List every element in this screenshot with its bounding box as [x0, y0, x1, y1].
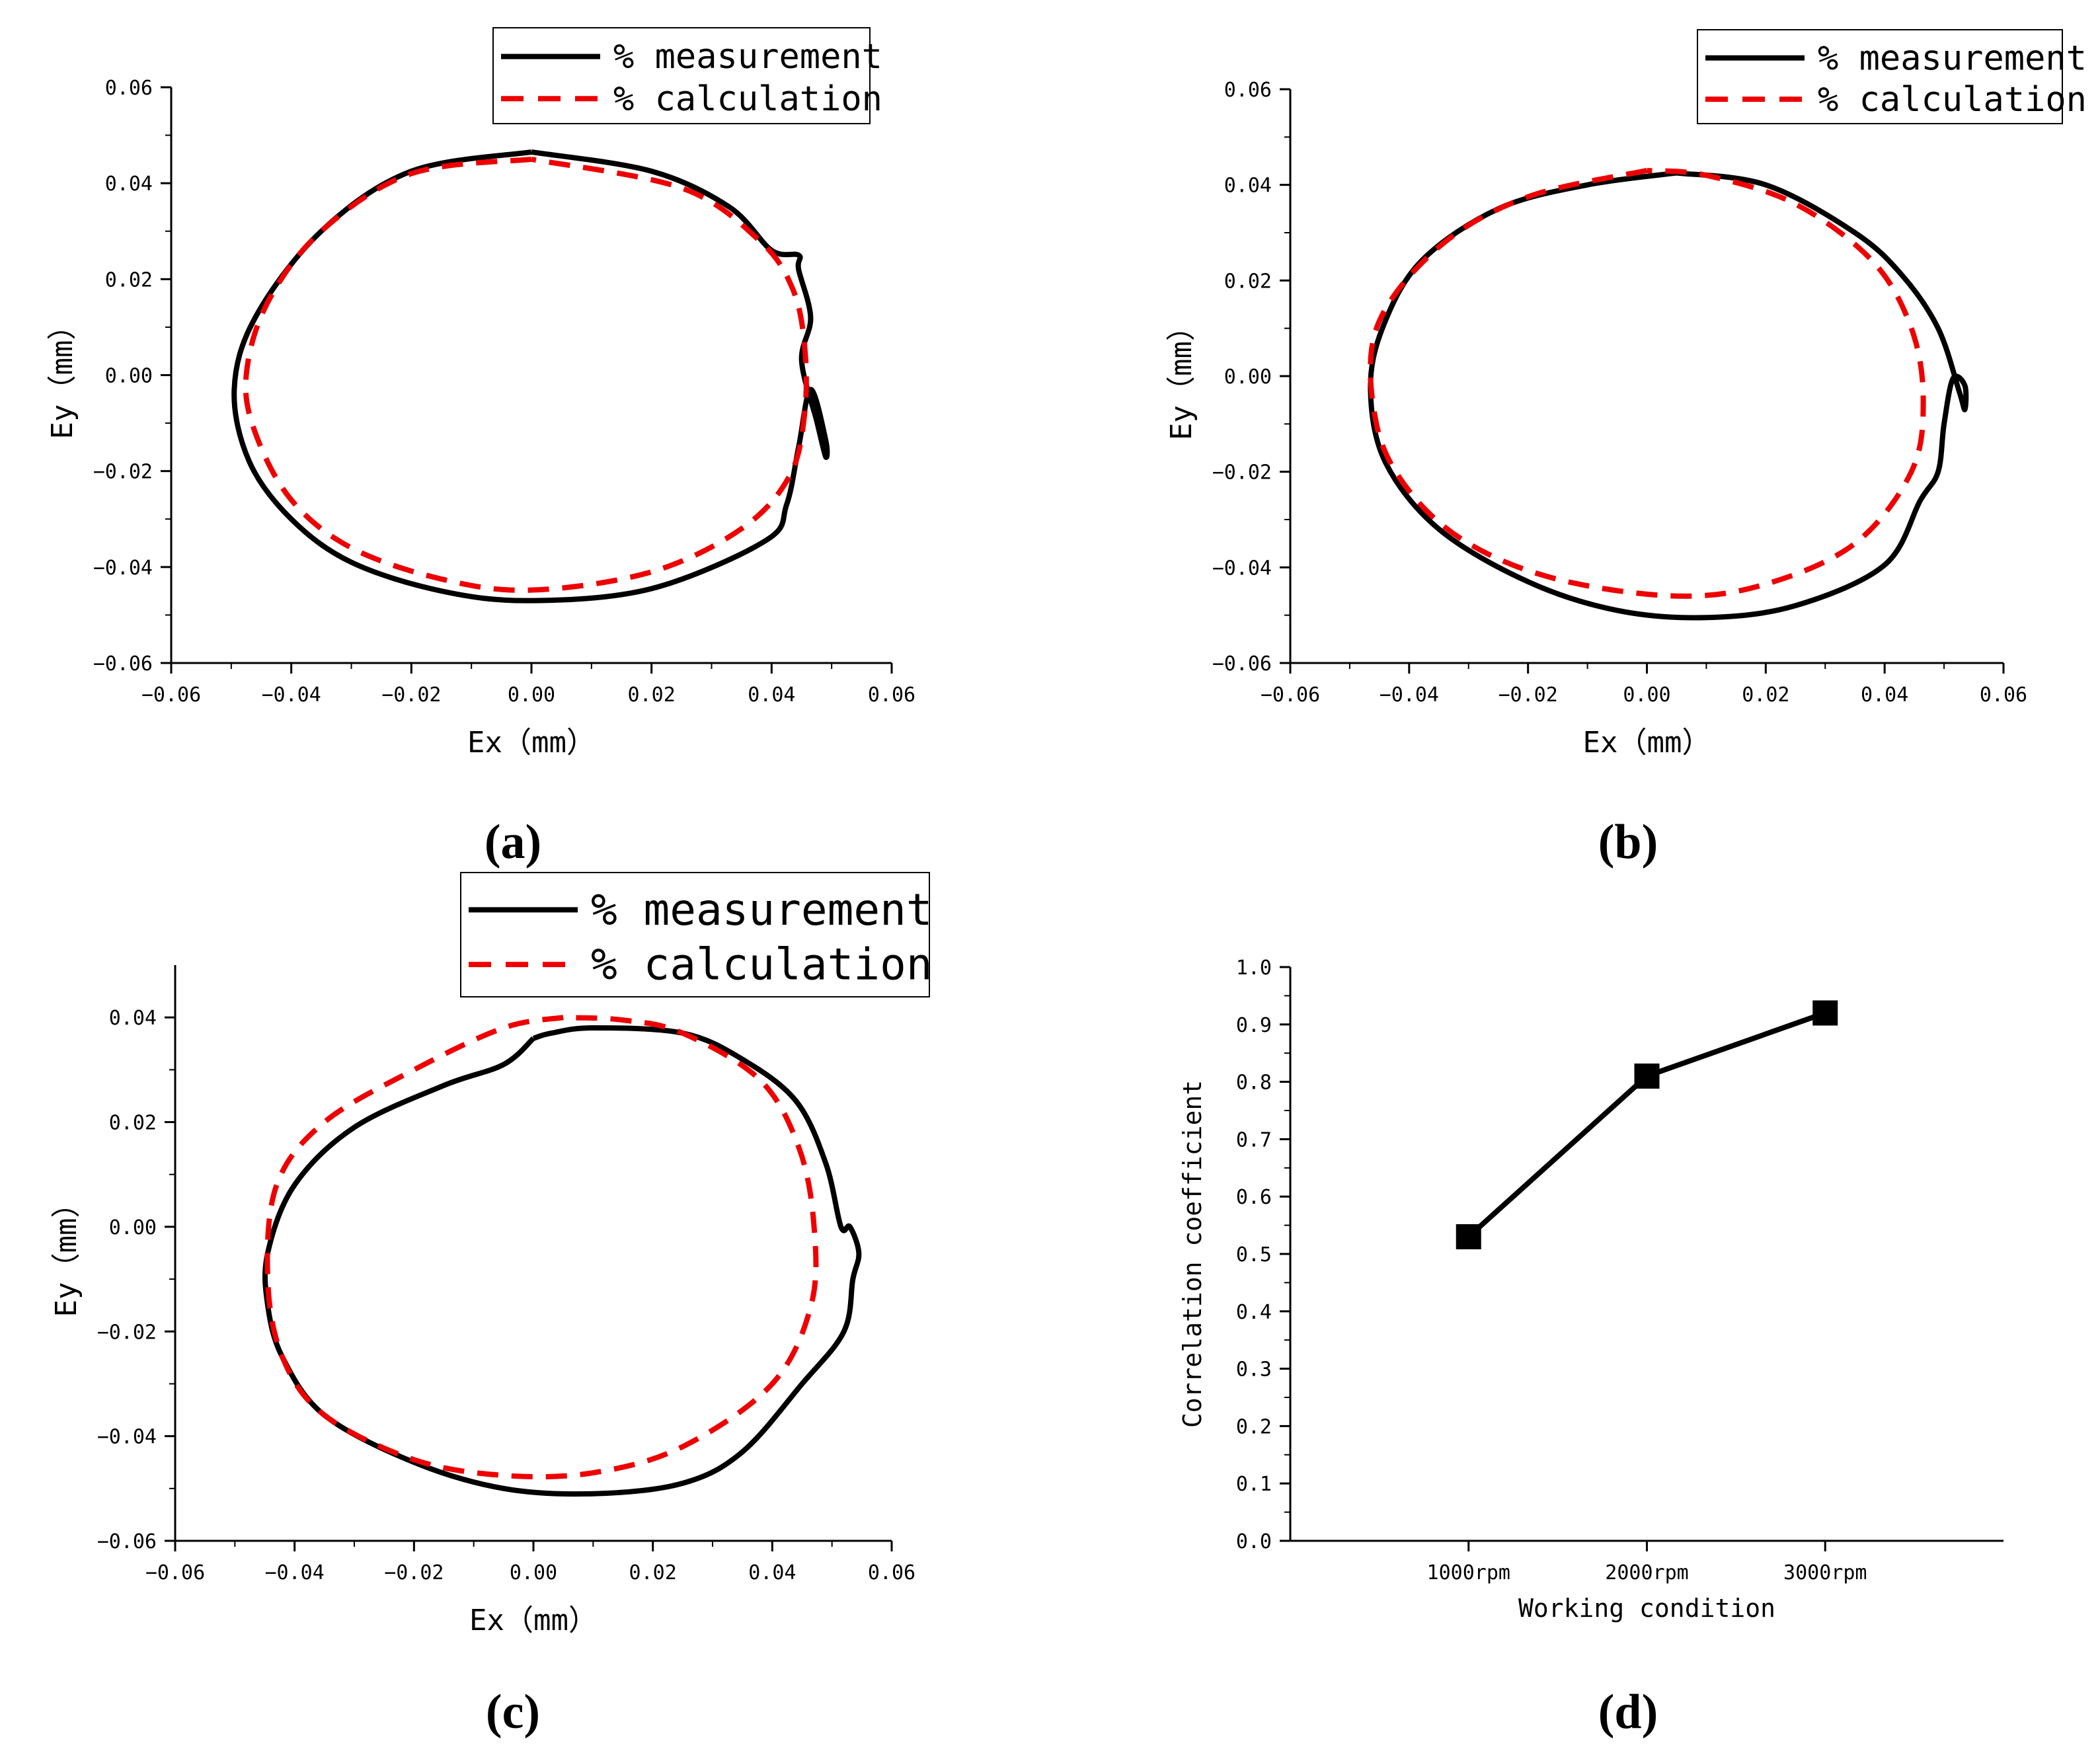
measurement-series-line — [262, 1025, 862, 1497]
legend-box — [460, 872, 930, 997]
y-tick-label: −0.06 — [1212, 652, 1272, 676]
y-tick-label: 0.6 — [1236, 1186, 1272, 1209]
panel-label: (c) — [486, 1685, 540, 1739]
x-tick-label: −0.06 — [1261, 683, 1320, 707]
panel-d: 0.0 0.1 0.2 0.3 0.4 0.5 0.6 0.7 0.8 0.9 1.0 1000rpm… — [1178, 956, 2003, 1739]
calculation-series-line — [243, 156, 809, 593]
y-tick-label: 0.00 — [105, 365, 153, 388]
measurement-series-line — [1368, 170, 1969, 621]
x-tick-label: 0.06 — [868, 683, 915, 707]
legend-label: % measurement — [1818, 38, 2087, 78]
y-tick-label: 0.2 — [1236, 1415, 1272, 1438]
x-axis-title: Ex（mm） — [469, 1604, 598, 1637]
y-tick-label: 0.4 — [1236, 1301, 1272, 1324]
y-tick-label: 1.0 — [1236, 956, 1272, 980]
x-tick-label: 0.02 — [629, 1561, 677, 1584]
y-tick-label: −0.06 — [97, 1530, 157, 1553]
legend-label: % calculation — [1818, 80, 2087, 120]
x-tick-label: −0.06 — [145, 1561, 205, 1584]
x-axis-title: Working condition — [1518, 1594, 1775, 1623]
x-tick-label: 3000rpm — [1783, 1561, 1867, 1584]
calculation-series-line — [264, 1015, 819, 1480]
y-tick-label: 0.00 — [1224, 366, 1272, 389]
correlation-series-line — [1467, 1010, 1826, 1239]
panel-a: −0.06 −0.04 −0.02 0.00 0.02 0.04 0.06 −0.06 −0.0… — [46, 27, 915, 869]
legend-label: % calculation — [613, 79, 882, 119]
x-tick-label: −0.02 — [381, 683, 441, 707]
y-tick-label: 0.06 — [1224, 79, 1272, 102]
y-tick-label: −0.04 — [97, 1426, 157, 1449]
x-tick-label: 0.00 — [1623, 683, 1670, 707]
y-tick-label: 0.04 — [1224, 175, 1272, 198]
x-tick-label: −0.02 — [384, 1561, 444, 1584]
panel-b: −0.06 −0.04 −0.02 0.00 0.02 0.04 0.06 −0.06 −0.0… — [1165, 29, 2087, 869]
legend-label: % measurement — [591, 884, 933, 935]
x-axis-title: Ex（mm） — [1583, 726, 1711, 760]
x-tick-label: 0.06 — [868, 1561, 915, 1584]
legend-label: % measurement — [613, 37, 882, 77]
y-axis-title: Ey（mm） — [46, 311, 79, 440]
y-tick-label: 0.1 — [1236, 1473, 1272, 1496]
y-tick-label: 0.06 — [105, 77, 153, 100]
panel-label: (a) — [485, 815, 541, 869]
y-tick-label: 0.0 — [1236, 1530, 1272, 1553]
x-tick-label: 0.04 — [1861, 683, 1908, 707]
data-point-marker — [1634, 1063, 1660, 1089]
x-tick-label: −0.02 — [1498, 683, 1558, 707]
legend-label: % calculation — [591, 939, 933, 990]
y-tick-label: 0.04 — [105, 173, 153, 196]
panel-c: −0.06 −0.04 −0.02 0.00 0.02 0.04 0.06 −0.06 −0.0… — [50, 872, 933, 1739]
y-tick-label: −0.02 — [93, 461, 153, 484]
x-tick-label: 2000rpm — [1605, 1561, 1688, 1584]
y-tick-label: 0.00 — [109, 1216, 157, 1239]
y-tick-label: −0.04 — [1212, 557, 1272, 580]
x-tick-label: 0.02 — [1742, 683, 1789, 707]
y-tick-label: 0.02 — [105, 268, 153, 292]
x-tick-label: 0.06 — [1980, 683, 2027, 707]
y-tick-label: −0.04 — [93, 557, 153, 580]
x-tick-label: −0.04 — [1380, 683, 1439, 707]
y-tick-label: 0.02 — [1224, 270, 1272, 293]
measurement-series-line — [231, 149, 830, 604]
y-axis-title: Ey（mm） — [50, 1189, 83, 1317]
x-tick-label: 0.00 — [510, 1561, 557, 1584]
x-tick-label: −0.04 — [262, 683, 321, 707]
x-tick-label: 0.00 — [508, 683, 555, 707]
y-tick-label: 0.8 — [1236, 1072, 1272, 1095]
y-tick-label: 0.3 — [1236, 1358, 1272, 1382]
x-tick-label: 1000rpm — [1427, 1561, 1510, 1584]
data-point-marker — [1456, 1224, 1481, 1249]
y-tick-label: −0.06 — [93, 652, 153, 676]
y-tick-label: −0.02 — [1212, 461, 1272, 485]
x-tick-label: 0.04 — [748, 1561, 796, 1584]
legend-box — [1697, 29, 2063, 124]
x-tick-label: 0.04 — [748, 683, 795, 707]
x-tick-label: −0.06 — [141, 683, 201, 707]
y-tick-label: 0.9 — [1236, 1014, 1272, 1037]
x-tick-label: −0.04 — [265, 1561, 325, 1584]
calculation-series-line — [1368, 167, 1926, 599]
x-axis-title: Ex（mm） — [467, 726, 596, 760]
y-axis-title: Correlation coefficient — [1178, 1080, 1207, 1428]
y-axis-title: Ey（mm） — [1165, 312, 1198, 440]
panel-label: (b) — [1598, 815, 1658, 869]
panel-label: (d) — [1598, 1685, 1658, 1739]
y-tick-label: −0.02 — [97, 1321, 157, 1344]
data-point-marker — [1812, 1000, 1838, 1026]
legend-box — [492, 27, 871, 124]
y-tick-label: 0.04 — [109, 1007, 157, 1030]
x-tick-label: 0.02 — [628, 683, 676, 707]
y-tick-label: 0.7 — [1236, 1128, 1272, 1151]
y-tick-label: 0.5 — [1236, 1243, 1272, 1267]
y-tick-label: 0.02 — [109, 1112, 157, 1135]
